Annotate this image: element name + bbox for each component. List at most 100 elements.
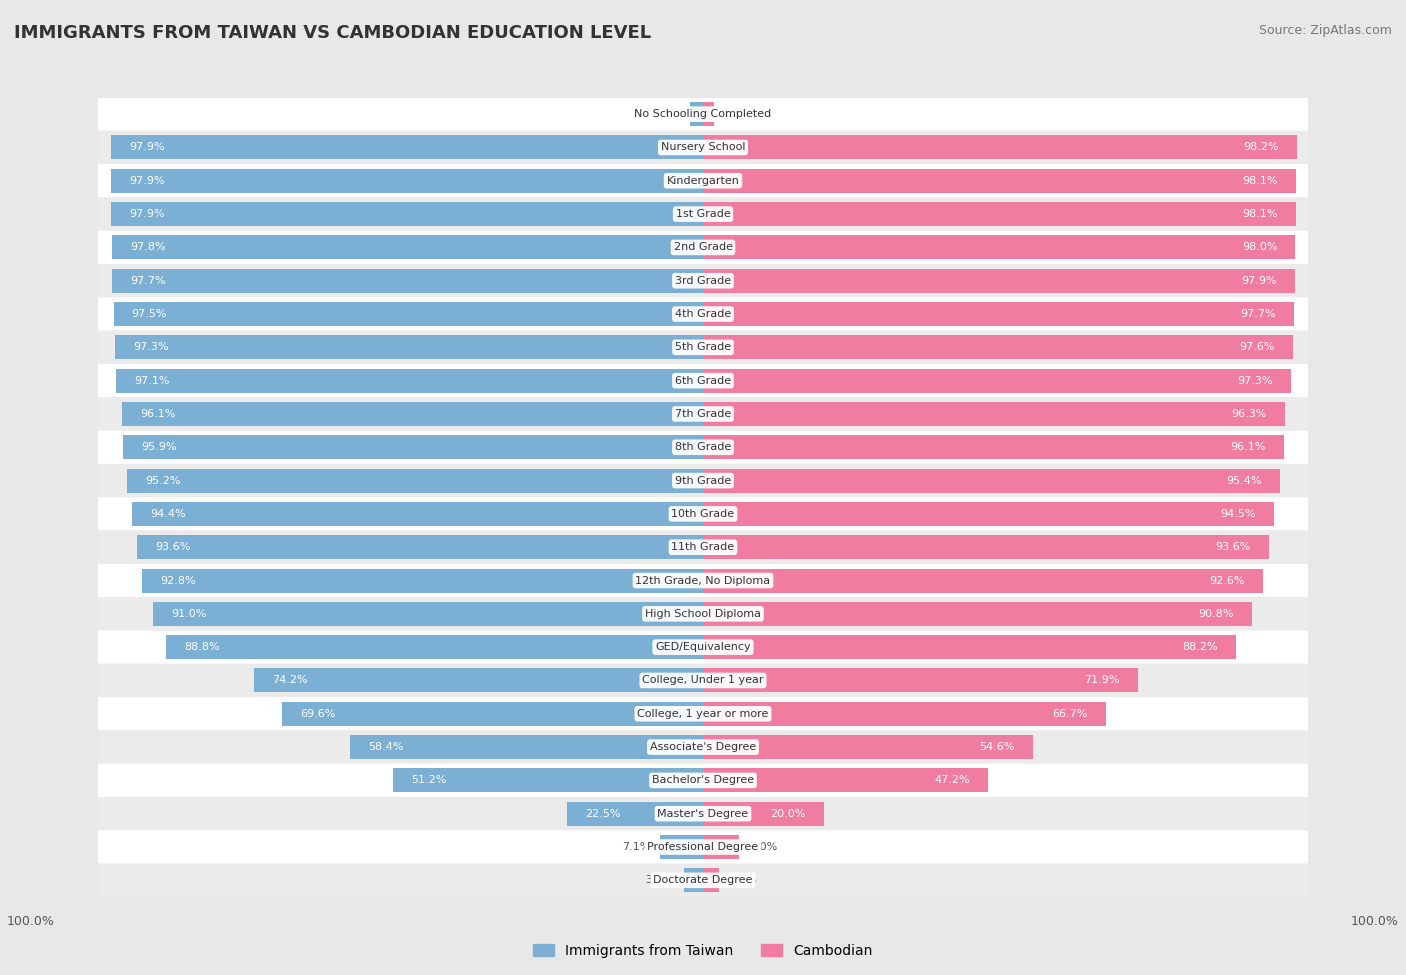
Text: 4th Grade: 4th Grade: [675, 309, 731, 319]
FancyBboxPatch shape: [86, 464, 1320, 497]
Text: 3rd Grade: 3rd Grade: [675, 276, 731, 286]
Bar: [703, 669, 1137, 692]
Text: No Schooling Completed: No Schooling Completed: [634, 109, 772, 119]
Bar: [703, 369, 1291, 393]
FancyBboxPatch shape: [86, 364, 1320, 398]
Bar: [703, 235, 1295, 259]
FancyBboxPatch shape: [86, 730, 1320, 763]
FancyBboxPatch shape: [86, 197, 1320, 231]
Bar: [703, 768, 988, 793]
Bar: [115, 369, 703, 393]
Text: 22.5%: 22.5%: [585, 808, 620, 819]
Text: 6.0%: 6.0%: [749, 842, 778, 852]
Bar: [703, 402, 1285, 426]
Text: Nursery School: Nursery School: [661, 142, 745, 152]
Bar: [124, 435, 703, 459]
Text: High School Diploma: High School Diploma: [645, 608, 761, 619]
FancyBboxPatch shape: [86, 564, 1320, 597]
Bar: [115, 335, 703, 360]
Text: 93.6%: 93.6%: [155, 542, 191, 552]
Bar: [153, 602, 703, 626]
Text: 97.1%: 97.1%: [134, 375, 170, 386]
Text: 100.0%: 100.0%: [7, 915, 55, 928]
FancyBboxPatch shape: [86, 131, 1320, 164]
FancyBboxPatch shape: [86, 231, 1320, 264]
Text: 2.6%: 2.6%: [728, 876, 756, 885]
Bar: [683, 869, 703, 892]
Text: 97.8%: 97.8%: [129, 243, 166, 253]
Bar: [111, 136, 703, 160]
Bar: [111, 202, 703, 226]
FancyBboxPatch shape: [86, 763, 1320, 798]
Text: 5th Grade: 5th Grade: [675, 342, 731, 352]
Text: 88.2%: 88.2%: [1182, 643, 1218, 652]
Text: Bachelor's Degree: Bachelor's Degree: [652, 775, 754, 786]
FancyBboxPatch shape: [86, 631, 1320, 664]
Text: 95.4%: 95.4%: [1226, 476, 1261, 486]
Bar: [112, 269, 703, 292]
Text: 97.6%: 97.6%: [1240, 342, 1275, 352]
Text: 97.7%: 97.7%: [1240, 309, 1275, 319]
Text: 2.1%: 2.1%: [652, 109, 681, 119]
Text: Professional Degree: Professional Degree: [647, 842, 759, 852]
Bar: [703, 735, 1033, 760]
Bar: [703, 469, 1279, 492]
Text: 6th Grade: 6th Grade: [675, 375, 731, 386]
Text: 2nd Grade: 2nd Grade: [673, 243, 733, 253]
Text: 96.1%: 96.1%: [141, 409, 176, 419]
Text: 8th Grade: 8th Grade: [675, 443, 731, 452]
Bar: [703, 136, 1296, 160]
Bar: [254, 669, 703, 692]
Text: 97.3%: 97.3%: [134, 342, 169, 352]
Text: 92.8%: 92.8%: [160, 575, 195, 586]
Bar: [166, 635, 703, 659]
Text: 98.2%: 98.2%: [1243, 142, 1278, 152]
Text: 97.5%: 97.5%: [132, 309, 167, 319]
Bar: [111, 169, 703, 193]
Text: College, 1 year or more: College, 1 year or more: [637, 709, 769, 719]
FancyBboxPatch shape: [86, 431, 1320, 464]
Bar: [703, 169, 1296, 193]
Text: 66.7%: 66.7%: [1053, 709, 1088, 719]
Text: 95.2%: 95.2%: [146, 476, 181, 486]
Bar: [394, 768, 703, 793]
Text: 58.4%: 58.4%: [368, 742, 404, 752]
FancyBboxPatch shape: [86, 497, 1320, 530]
Text: 97.3%: 97.3%: [1237, 375, 1272, 386]
FancyBboxPatch shape: [86, 297, 1320, 331]
Text: 93.6%: 93.6%: [1215, 542, 1251, 552]
Text: 20.0%: 20.0%: [770, 808, 806, 819]
FancyBboxPatch shape: [86, 264, 1320, 297]
Text: Doctorate Degree: Doctorate Degree: [654, 876, 752, 885]
Text: 97.7%: 97.7%: [131, 276, 166, 286]
Text: 98.1%: 98.1%: [1243, 176, 1278, 186]
Bar: [703, 302, 1294, 326]
Text: 97.9%: 97.9%: [1241, 276, 1277, 286]
FancyBboxPatch shape: [86, 697, 1320, 730]
Bar: [132, 502, 703, 526]
Bar: [659, 835, 703, 859]
Text: 94.5%: 94.5%: [1220, 509, 1256, 519]
Legend: Immigrants from Taiwan, Cambodian: Immigrants from Taiwan, Cambodian: [527, 938, 879, 963]
Text: 97.9%: 97.9%: [129, 176, 165, 186]
Text: 3.2%: 3.2%: [645, 876, 673, 885]
Text: 97.9%: 97.9%: [129, 142, 165, 152]
Bar: [138, 535, 703, 560]
Text: Associate's Degree: Associate's Degree: [650, 742, 756, 752]
Bar: [703, 801, 824, 826]
Text: 74.2%: 74.2%: [273, 676, 308, 685]
Bar: [703, 602, 1251, 626]
FancyBboxPatch shape: [86, 597, 1320, 631]
Text: IMMIGRANTS FROM TAIWAN VS CAMBODIAN EDUCATION LEVEL: IMMIGRANTS FROM TAIWAN VS CAMBODIAN EDUC…: [14, 24, 651, 42]
Bar: [703, 535, 1268, 560]
Bar: [703, 869, 718, 892]
Text: 51.2%: 51.2%: [412, 775, 447, 786]
Bar: [128, 469, 703, 492]
Text: 1st Grade: 1st Grade: [676, 209, 730, 219]
Text: 95.9%: 95.9%: [142, 443, 177, 452]
Text: 11th Grade: 11th Grade: [672, 542, 734, 552]
Bar: [703, 335, 1294, 360]
Bar: [690, 102, 703, 126]
Bar: [703, 702, 1107, 725]
Bar: [567, 801, 703, 826]
